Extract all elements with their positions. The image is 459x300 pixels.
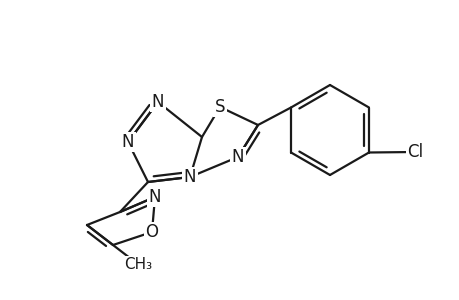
Text: N: N	[148, 188, 161, 206]
Text: Cl: Cl	[406, 143, 422, 161]
Text: N: N	[151, 93, 164, 111]
Text: N: N	[231, 148, 244, 166]
Text: CH₃: CH₃	[124, 257, 152, 272]
Text: S: S	[214, 98, 225, 116]
Text: N: N	[122, 133, 134, 151]
Text: N: N	[183, 168, 196, 186]
Text: O: O	[145, 223, 158, 241]
